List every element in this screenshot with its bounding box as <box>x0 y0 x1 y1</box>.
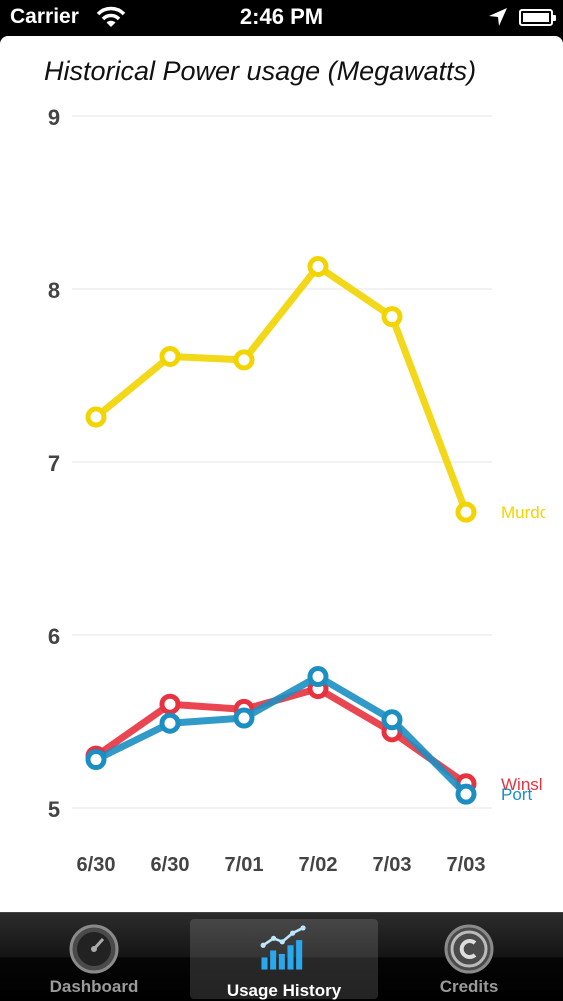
location-arrow-icon <box>489 8 507 26</box>
tab-label: Credits <box>439 977 499 996</box>
bar-chart-icon <box>260 925 306 970</box>
tab-usage-history[interactable]: Usage History <box>190 919 378 1000</box>
data-point <box>85 749 107 771</box>
data-point <box>159 712 181 734</box>
data-point <box>307 666 329 688</box>
copyright-icon <box>444 924 494 974</box>
data-point <box>307 256 329 278</box>
series-line <box>92 673 470 798</box>
tab-label: Usage History <box>226 981 342 1000</box>
tab-label: Dashboard <box>49 977 139 996</box>
battery-icon <box>519 9 556 26</box>
data-point <box>381 306 403 328</box>
carrier-label: Carrier <box>10 5 79 28</box>
wifi-icon <box>96 6 126 27</box>
data-point <box>233 349 255 371</box>
usage-history-view: Historical Power usage (Megawatts) 9 8 7 6 5… <box>0 36 563 912</box>
y-tick-label: 8 <box>48 278 60 303</box>
x-tick-label: 6/30 <box>77 854 116 876</box>
tab-dashboard[interactable]: Dashboard <box>0 913 188 1001</box>
data-point <box>159 693 181 715</box>
series-label: Murdo <box>501 503 549 522</box>
power-usage-chart: 9 8 7 6 5 6/30 6/30 7/01 7/02 7/03 7/03 Murdo WinslP… <box>48 105 549 876</box>
series-label: Port <box>501 785 532 804</box>
status-bar: Carrier 2:46 PM <box>0 0 563 36</box>
tab-credits[interactable]: Credits <box>375 913 563 1001</box>
tab-bar: Dashboard Usage History Credits <box>0 912 563 1001</box>
x-tick-label: 7/03 <box>373 854 412 876</box>
data-point <box>381 709 403 731</box>
x-tick-label: 7/02 <box>299 854 338 876</box>
series-label: Winsl <box>501 775 543 794</box>
chart-title: Historical Power usage (Megawatts) <box>44 56 477 86</box>
y-tick-label: 6 <box>48 624 60 649</box>
y-tick-label: 7 <box>48 451 60 476</box>
data-point <box>455 501 477 523</box>
y-tick-label: 9 <box>48 105 60 130</box>
x-tick-label: 7/03 <box>447 854 486 876</box>
status-time: 2:46 PM <box>239 4 324 29</box>
data-point <box>455 783 477 805</box>
series-line <box>92 263 470 516</box>
gauge-icon <box>69 924 119 974</box>
data-point <box>85 406 107 428</box>
x-tick-label: 6/30 <box>151 854 190 876</box>
y-tick-label: 5 <box>48 797 60 822</box>
data-point <box>159 345 181 367</box>
data-point <box>233 707 255 729</box>
x-tick-label: 7/01 <box>225 854 264 876</box>
